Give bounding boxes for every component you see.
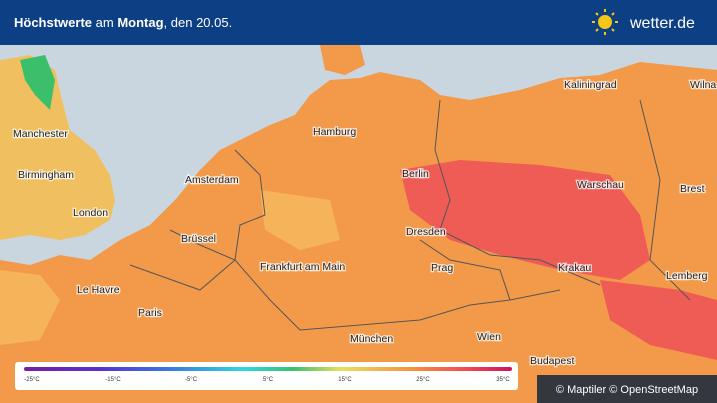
mild-area <box>260 190 340 250</box>
legend-label: 35°C <box>496 377 510 383</box>
title-part: Montag <box>117 15 163 30</box>
legend-labels: -25°C -15°C -5°C 5°C 15°C 25°C 35°C <box>24 377 510 383</box>
city-label: Warschau <box>577 179 624 191</box>
city-label: München <box>350 333 393 345</box>
legend-label: -5°C <box>185 377 198 383</box>
legend-label: 15°C <box>338 377 352 383</box>
denmark <box>320 45 365 75</box>
title-part: , den 20.05. <box>164 15 233 30</box>
city-label: Prag <box>431 262 453 274</box>
mild-area <box>0 270 60 345</box>
city-label: Brest <box>680 183 705 195</box>
city-label: Kaliningrad <box>564 79 617 91</box>
city-label: Wien <box>477 331 501 343</box>
attribution[interactable]: © Maptiler © OpenStreetMap <box>556 384 698 396</box>
legend-box <box>15 362 518 390</box>
city-label: Frankfurt am Main <box>260 261 345 273</box>
logo[interactable]: wetter.de <box>629 15 695 32</box>
city-label: Manchester <box>13 128 68 140</box>
city-labels: Manchester Birmingham London Amsterdam H… <box>12 78 717 369</box>
borders <box>129 99 691 331</box>
sea <box>0 45 717 265</box>
city-label: London <box>73 207 108 219</box>
city-label: Dresden <box>406 226 446 238</box>
city-label: Krakau <box>558 262 591 274</box>
hot-area <box>400 160 650 280</box>
attribution-box <box>537 375 717 403</box>
city-label: Amsterdam <box>185 174 239 186</box>
city-label: Berlin <box>402 168 429 180</box>
city-label: Hamburg <box>313 126 356 138</box>
title-part: Höchstwerte <box>14 15 92 30</box>
header-title: Höchstwerte am Montag, den 20.05. <box>14 15 232 30</box>
legend-label: 25°C <box>416 377 430 383</box>
legend-label: -15°C <box>105 377 121 383</box>
title-part: am <box>92 15 117 30</box>
hot-area <box>600 280 717 360</box>
legend-label: -25°C <box>24 377 40 383</box>
city-label: Budapest <box>530 355 574 367</box>
city-label: Lemberg <box>666 270 708 282</box>
cool-area <box>20 55 55 110</box>
britain <box>0 55 115 240</box>
city-label: Le Havre <box>77 284 120 296</box>
legend-scale <box>24 367 512 371</box>
city-label: Birmingham <box>18 169 74 181</box>
city-label: Paris <box>138 307 162 319</box>
header-bar <box>0 0 717 45</box>
city-label: Wilna <box>690 79 716 91</box>
logo-sun <box>592 9 618 35</box>
legend-label: 5°C <box>263 377 274 383</box>
city-label: Brüssel <box>181 233 216 245</box>
